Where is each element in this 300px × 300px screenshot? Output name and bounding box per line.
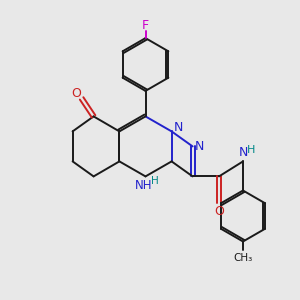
Text: F: F <box>142 19 149 32</box>
Text: NH: NH <box>135 179 153 192</box>
Text: H: H <box>151 176 158 186</box>
Text: N: N <box>238 146 248 160</box>
Text: N: N <box>173 121 183 134</box>
Text: H: H <box>247 145 256 155</box>
Text: O: O <box>214 205 224 218</box>
Text: CH₃: CH₃ <box>233 253 253 263</box>
Text: N: N <box>194 140 204 153</box>
Text: O: O <box>71 86 81 100</box>
